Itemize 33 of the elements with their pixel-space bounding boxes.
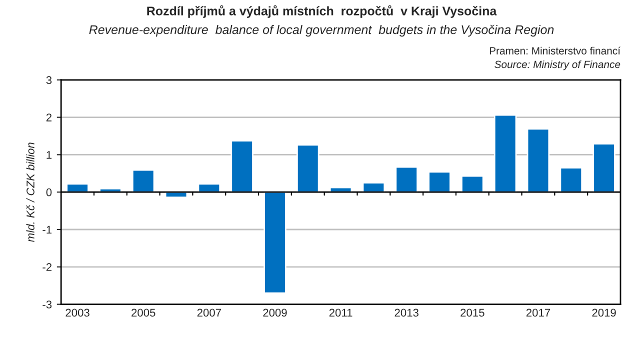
- bar: [494, 114, 517, 193]
- x-tick-label: 2015: [460, 308, 484, 317]
- bar: [428, 171, 451, 193]
- x-tick-label: 2017: [526, 308, 550, 317]
- y-tick-label: -3: [42, 300, 52, 308]
- y-tick-label: 3: [46, 76, 52, 84]
- x-tick-label: 2019: [592, 308, 616, 317]
- x-tick-label: 2005: [132, 308, 156, 317]
- bar: [264, 191, 286, 294]
- source-note: Source: Ministry of Finance: [494, 60, 620, 70]
- x-tick-label: 2003: [66, 308, 90, 317]
- y-tick-label: 0: [46, 188, 52, 196]
- x-tick-label: 2007: [197, 308, 221, 317]
- bar: [526, 128, 550, 193]
- bar: [230, 140, 254, 193]
- bar: [66, 183, 89, 193]
- chart-subtitle: Revenue-expenditure balance of local government budgets in the Vysočina Region: [89, 24, 554, 37]
- y-tick-label: -2: [42, 263, 52, 271]
- bar: [132, 169, 155, 193]
- chart-title: Rozdíl příjmů a výdajů místních rozpočtů v Kraji Vysočina: [147, 5, 497, 18]
- x-tick-label: 2011: [329, 308, 352, 317]
- y-tick-label: 2: [46, 114, 52, 122]
- x-tick-label: 2013: [394, 308, 418, 317]
- bar: [592, 143, 616, 193]
- text: Pramen: Ministerstvo financí: [490, 46, 620, 55]
- bar: [395, 166, 418, 193]
- y-tick-label: -1: [42, 226, 52, 234]
- bar: [296, 144, 320, 193]
- bar: [560, 167, 583, 193]
- y-tick-label: 1: [46, 151, 52, 159]
- bar: [461, 175, 484, 193]
- y-axis-title: mld. Kč / CZK billion: [26, 142, 34, 242]
- x-tick-label: 2009: [263, 308, 287, 317]
